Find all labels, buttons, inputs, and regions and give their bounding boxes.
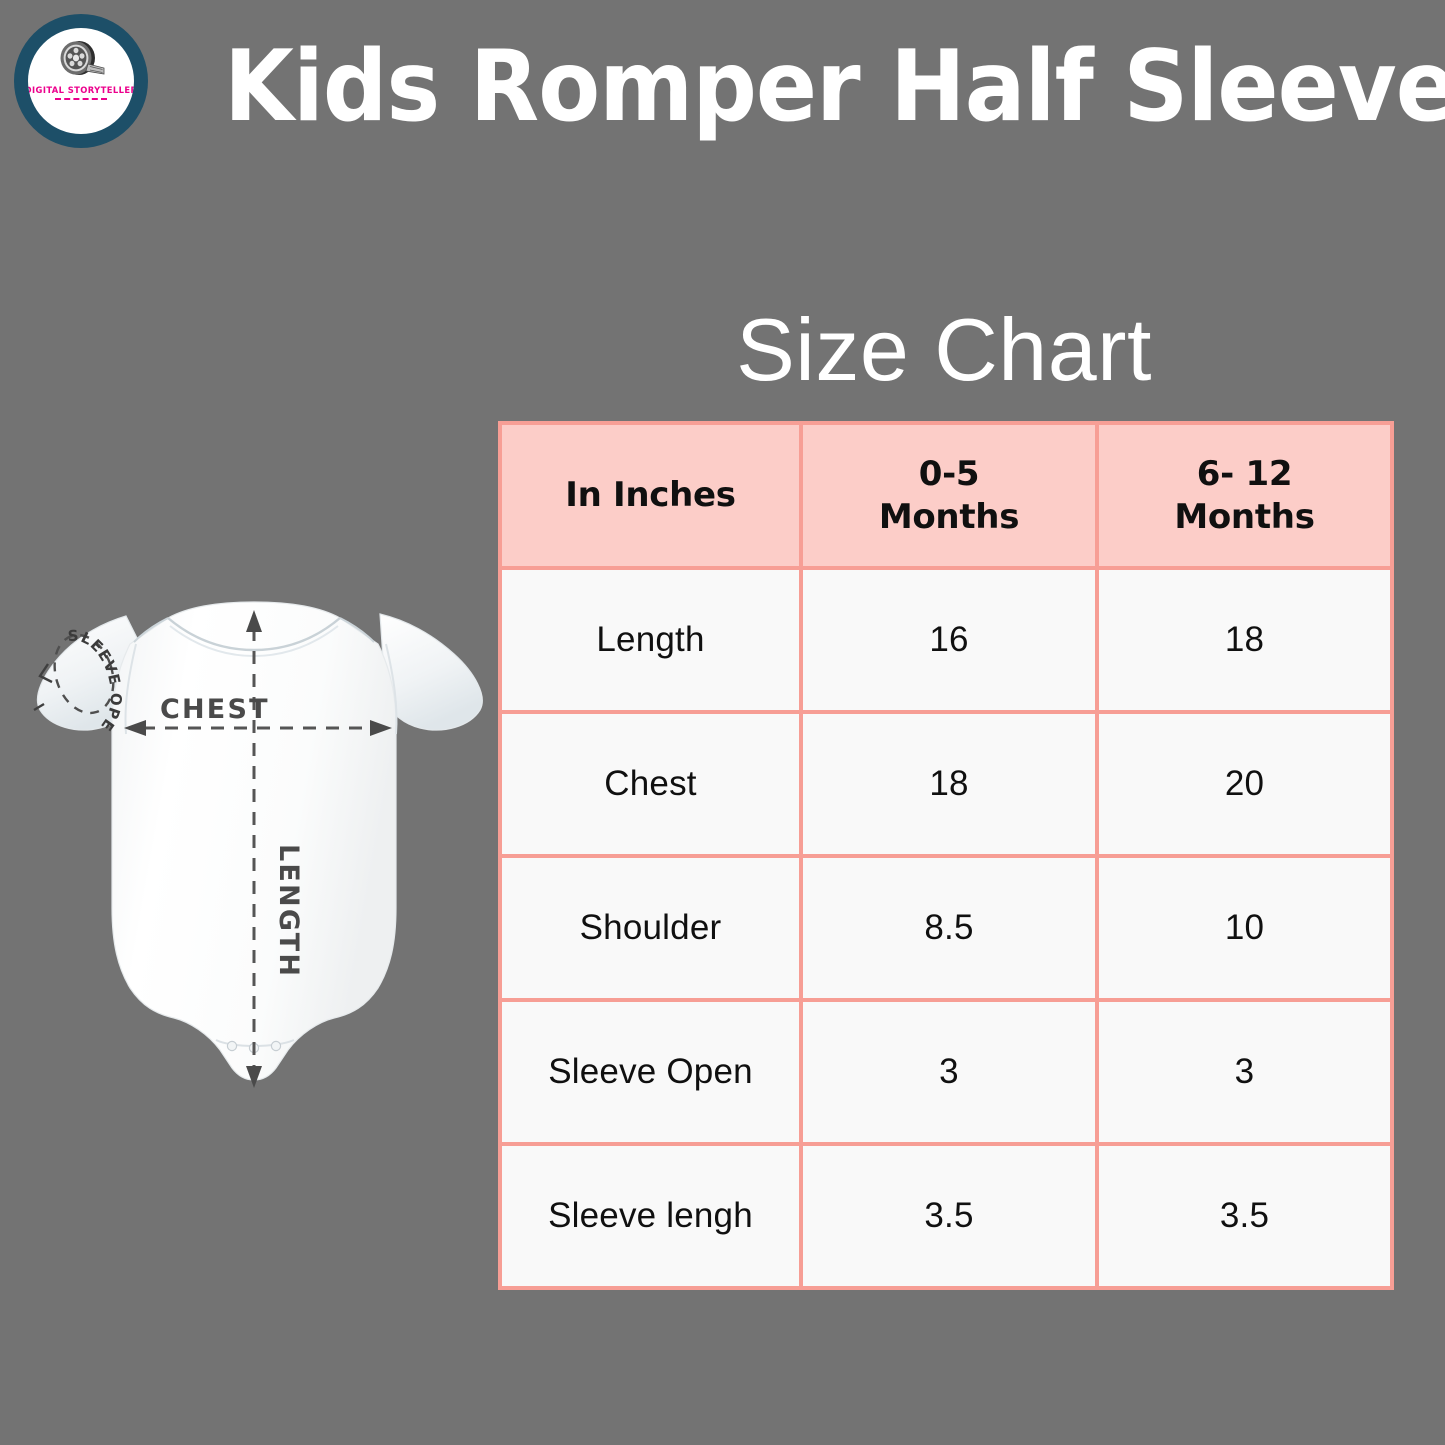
row-value-0-5: 3: [799, 998, 1099, 1146]
logo-inner-circle: DIGITAL STORYTELLER: [28, 28, 134, 134]
romper-illustration: CHEST LENGTH SLEEVE OPEN: [18, 548, 508, 1148]
table-row: Length 16 18: [498, 566, 1394, 714]
size-chart-table: In Inches 0-5 Months 6- 12 Months Length…: [498, 421, 1394, 1290]
table-row: Sleeve Open 3 3: [498, 998, 1394, 1146]
column-header-0-5-line2: Months: [878, 496, 1020, 537]
row-value-0-5: 16: [799, 566, 1099, 714]
row-value-0-5: 18: [799, 710, 1099, 858]
length-label: LENGTH: [273, 844, 304, 978]
row-value-0-5: 3.5: [799, 1142, 1099, 1290]
column-header-0-5-months: 0-5 Months: [799, 421, 1099, 570]
row-measure-name: Shoulder: [498, 854, 803, 1002]
row-measure-name: Chest: [498, 710, 803, 858]
row-measure-name: Length: [498, 566, 803, 714]
table-row: Chest 18 20: [498, 710, 1394, 858]
size-chart-heading: Size Chart: [736, 300, 1152, 399]
table-row: Shoulder 8.5 10: [498, 854, 1394, 1002]
length-measure-line: [246, 610, 262, 1088]
column-header-measure: In Inches: [498, 421, 803, 570]
table-header-row: In Inches 0-5 Months 6- 12 Months: [498, 421, 1394, 570]
brand-logo: DIGITAL STORYTELLER: [14, 14, 148, 148]
logo-wordmark: DIGITAL STORYTELLER: [28, 85, 134, 95]
row-value-6-12: 3: [1095, 998, 1394, 1146]
row-value-6-12: 18: [1095, 566, 1394, 714]
page-title: Kids Romper Half Sleeve: [224, 30, 1445, 144]
column-header-0-5-line1: 0-5: [918, 454, 980, 494]
table-row: Sleeve lengh 3.5 3.5: [498, 1142, 1394, 1290]
chest-label: CHEST: [160, 694, 270, 725]
row-value-6-12: 20: [1095, 710, 1394, 858]
row-value-0-5: 8.5: [799, 854, 1099, 1002]
column-header-6-12-line2: Months: [1174, 496, 1315, 537]
row-value-6-12: 3.5: [1095, 1142, 1394, 1290]
row-measure-name: Sleeve lengh: [498, 1142, 803, 1290]
column-header-6-12-months: 6- 12 Months: [1095, 421, 1394, 570]
chest-measure-line: [124, 720, 392, 736]
column-header-6-12-line1: 6- 12: [1196, 454, 1293, 494]
row-value-6-12: 10: [1095, 854, 1394, 1002]
film-reel-icon: [55, 39, 107, 83]
logo-dashed-rule: [55, 98, 107, 100]
column-header-measure-line1: In Inches: [565, 475, 736, 516]
row-measure-name: Sleeve Open: [498, 998, 803, 1146]
